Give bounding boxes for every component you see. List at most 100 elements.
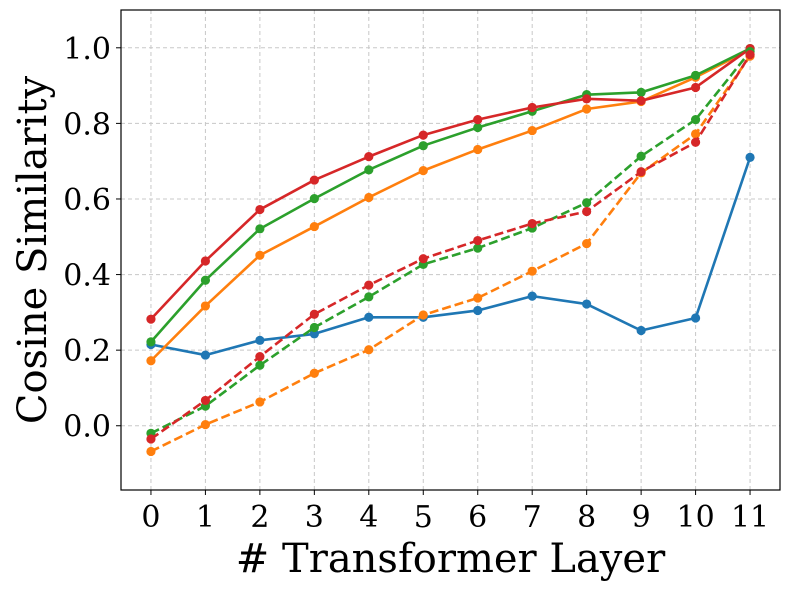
data-point (309, 368, 319, 378)
data-point (200, 256, 211, 266)
data-point (364, 165, 374, 175)
x-tick-label: 8 (577, 500, 596, 535)
data-point (582, 104, 592, 114)
data-point (745, 49, 755, 60)
y-tick-label: 0.0 (63, 410, 111, 445)
x-axis-label: # Transformer Layer (236, 536, 666, 582)
data-point (200, 420, 211, 430)
series-group (146, 43, 755, 457)
data-point (418, 254, 428, 264)
data-point (690, 115, 701, 125)
data-point (527, 125, 537, 136)
x-tick-label: 7 (523, 500, 542, 535)
y-axis-ticks: 0.0 0.2 0.4 0.6 0.8 1.0 (63, 32, 121, 445)
data-point (636, 87, 646, 97)
data-point (473, 235, 483, 246)
series-line (150, 47, 751, 321)
data-point (527, 218, 537, 229)
data-point (200, 350, 211, 360)
series-line (150, 55, 752, 453)
data-point (309, 329, 319, 339)
data-point (200, 395, 211, 406)
series-2 (146, 43, 755, 347)
y-tick-label: 1.0 (63, 32, 111, 67)
data-point (309, 193, 319, 204)
data-point (745, 152, 755, 163)
data-point (364, 280, 374, 290)
series-line (150, 53, 752, 441)
data-point (364, 152, 374, 162)
data-point (690, 70, 701, 80)
data-point (582, 198, 592, 208)
data-point (309, 221, 319, 232)
x-tick-label: 1 (196, 500, 215, 535)
data-point (690, 313, 701, 323)
data-point (473, 243, 483, 253)
data-point (473, 293, 483, 303)
data-point (527, 266, 537, 276)
x-tick-label: 5 (414, 500, 433, 535)
series-5 (146, 46, 755, 438)
data-point (364, 312, 374, 322)
series-6 (146, 49, 755, 444)
data-point (146, 337, 156, 347)
y-tick-label: 0.8 (63, 107, 111, 142)
data-point (200, 301, 211, 311)
y-tick-label: 0.4 (63, 259, 111, 294)
data-point (364, 292, 374, 302)
data-point (255, 360, 265, 370)
data-point (200, 275, 211, 285)
x-tick-label: 3 (305, 500, 324, 535)
series-0 (146, 152, 755, 360)
data-point (418, 166, 428, 176)
data-point (146, 356, 156, 366)
data-point (364, 192, 374, 203)
data-point (146, 434, 156, 444)
data-point (146, 446, 156, 457)
data-point (309, 309, 319, 319)
x-axis-ticks: 0 1 2 3 4 5 6 7 8 9 10 11 (141, 490, 769, 535)
y-tick-label: 0.6 (63, 183, 111, 218)
data-point (690, 137, 701, 147)
x-tick-label: 0 (141, 500, 160, 535)
data-point (690, 129, 701, 139)
data-point (582, 238, 592, 249)
data-point (255, 250, 265, 260)
series-line (150, 156, 752, 357)
data-point (309, 322, 319, 333)
data-point (309, 175, 319, 185)
data-point (690, 82, 701, 93)
series-1 (146, 45, 755, 366)
data-point (636, 151, 646, 161)
data-point (582, 299, 592, 309)
series-line (150, 50, 752, 435)
data-point (255, 397, 265, 407)
data-point (473, 144, 483, 155)
data-point (255, 335, 265, 345)
data-point (255, 224, 265, 234)
data-point (582, 94, 592, 104)
data-point (636, 167, 646, 177)
data-point (636, 96, 646, 106)
x-tick-label: 6 (468, 500, 487, 535)
x-tick-label: 4 (359, 500, 378, 535)
data-point (418, 130, 428, 140)
data-point (527, 291, 537, 301)
data-point (255, 351, 265, 362)
data-point (146, 314, 156, 324)
data-point (582, 206, 592, 217)
y-tick-label: 0.2 (63, 334, 111, 369)
data-point (636, 325, 646, 336)
data-point (473, 305, 483, 316)
x-tick-label: 9 (632, 500, 651, 535)
x-tick-label: 2 (250, 500, 269, 535)
series-4 (146, 51, 755, 457)
data-point (255, 204, 265, 215)
data-point (364, 345, 374, 355)
data-point (418, 141, 428, 151)
series-line (149, 47, 751, 343)
data-point (418, 310, 428, 320)
data-point (527, 102, 537, 113)
data-point (473, 115, 483, 125)
